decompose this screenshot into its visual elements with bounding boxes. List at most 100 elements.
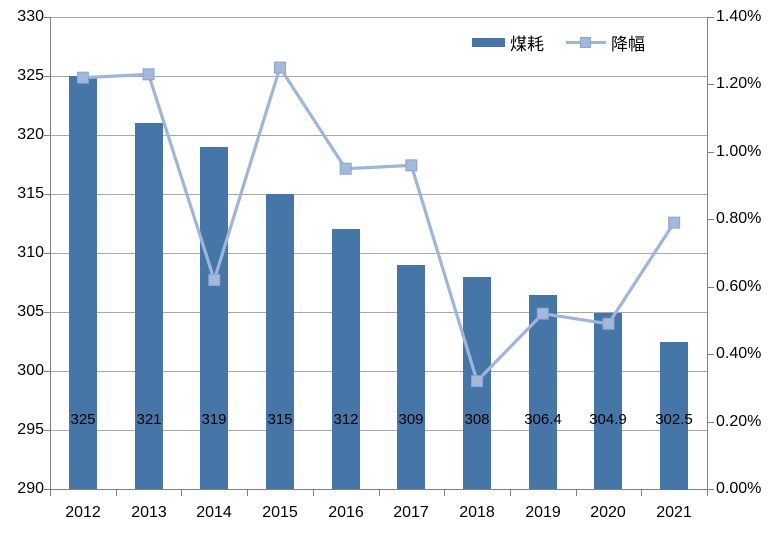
bar-data-label: 309: [398, 411, 424, 428]
x-axis-tick: [247, 489, 248, 496]
line-marker-2017[interactable]: [405, 159, 418, 172]
y-axis-label-left: 320: [17, 126, 44, 143]
y-axis-label-right: 0.00%: [716, 480, 762, 497]
gridline: [50, 253, 707, 254]
line-marker-2018[interactable]: [471, 375, 484, 388]
line-marker-2015[interactable]: [273, 61, 286, 74]
y-axis-label-left: 305: [17, 303, 44, 320]
y-axis-label-right: 1.00%: [716, 143, 762, 160]
bar-2013[interactable]: [135, 123, 163, 489]
x-axis-tick: [313, 489, 314, 496]
line-path[interactable]: [82, 63, 676, 385]
x-axis-tick: [576, 489, 577, 496]
gridline: [50, 312, 707, 313]
line-marker-2014[interactable]: [208, 273, 221, 286]
y-axis-line-right: [707, 17, 708, 489]
x-axis-tick: [641, 489, 642, 496]
bar-2015[interactable]: [266, 194, 294, 489]
x-axis-label: 2015: [262, 504, 298, 521]
gridline: [50, 371, 707, 372]
legend-label-decrease: 降幅: [611, 35, 645, 54]
y-axis-tick-left: [44, 135, 51, 136]
y-axis-label-right: 0.40%: [716, 345, 762, 362]
gridline: [50, 17, 707, 18]
y-axis-tick-left: [44, 253, 51, 254]
x-axis-label: 2016: [328, 504, 364, 521]
bar-data-label: 302.5: [655, 411, 693, 428]
gridline: [50, 430, 707, 431]
bar-data-label: 315: [267, 411, 293, 428]
bar-data-label: 304.9: [589, 411, 627, 428]
bar-series-swatch-icon: [472, 38, 505, 47]
bar-data-label: 306.4: [524, 411, 562, 428]
x-axis-label: 2014: [196, 504, 232, 521]
x-axis-label: 2012: [65, 504, 101, 521]
bar-2016[interactable]: [332, 229, 360, 489]
x-axis-label: 2019: [525, 504, 561, 521]
y-axis-label-left: 325: [17, 67, 44, 84]
y-axis-tick-left: [44, 76, 51, 77]
y-axis-tick-left: [44, 489, 51, 490]
bar-data-label: 321: [136, 411, 162, 428]
y-axis-tick-right: [707, 17, 714, 18]
x-axis-tick: [181, 489, 182, 496]
y-axis-label-left: 315: [17, 185, 44, 202]
y-axis-tick-right: [707, 84, 714, 85]
y-axis-label-right: 0.20%: [716, 413, 762, 430]
x-axis-tick: [510, 489, 511, 496]
x-axis-label: 2018: [459, 504, 495, 521]
y-axis-label-left: 300: [17, 362, 44, 379]
y-axis-label-right: 1.40%: [716, 8, 762, 25]
y-axis-label-right: 0.60%: [716, 278, 762, 295]
y-axis-tick-right: [707, 219, 714, 220]
x-axis-tick: [707, 489, 708, 496]
line-marker-2020[interactable]: [602, 317, 615, 330]
line-marker-2013[interactable]: [142, 68, 155, 81]
y-axis-tick-right: [707, 354, 714, 355]
gridline: [50, 194, 707, 195]
legend: 煤耗 降幅: [472, 30, 645, 55]
bar-2012[interactable]: [69, 76, 97, 489]
gridline: [50, 76, 707, 77]
y-axis-tick-right: [707, 152, 714, 153]
y-axis-tick-left: [44, 17, 51, 18]
y-axis-label-left: 295: [17, 421, 44, 438]
line-marker-2012[interactable]: [76, 71, 89, 84]
legend-item-coal[interactable]: 煤耗: [472, 30, 544, 55]
x-axis-tick: [379, 489, 380, 496]
y-axis-label-right: 1.20%: [716, 75, 762, 92]
y-axis-tick-right: [707, 489, 714, 490]
y-axis-label-left: 330: [17, 8, 44, 25]
gridline: [50, 135, 707, 136]
x-axis-label: 2020: [590, 504, 626, 521]
y-axis-label-left: 290: [17, 480, 44, 497]
bar-data-label: 325: [70, 411, 96, 428]
legend-label-coal: 煤耗: [510, 35, 544, 54]
y-axis-tick-left: [44, 430, 51, 431]
x-axis-line: [44, 489, 708, 490]
bar-data-label: 319: [201, 411, 227, 428]
bar-2019[interactable]: [529, 295, 557, 489]
x-axis-tick: [50, 489, 51, 496]
x-axis-label: 2017: [393, 504, 429, 521]
bar-2014[interactable]: [200, 147, 228, 489]
y-axis-line-left: [50, 17, 51, 495]
bar-2017[interactable]: [397, 265, 425, 489]
x-axis-label: 2021: [656, 504, 692, 521]
x-axis-tick: [444, 489, 445, 496]
line-marker-2016[interactable]: [339, 162, 352, 175]
y-axis-tick-right: [707, 287, 714, 288]
bar-2020[interactable]: [594, 313, 622, 489]
line-series-swatch-icon: [566, 36, 606, 49]
x-axis-label: 2013: [131, 504, 167, 521]
line-marker-2021[interactable]: [668, 216, 681, 229]
line-marker-2019[interactable]: [536, 307, 549, 320]
bar-2021[interactable]: [660, 342, 688, 490]
y-axis-tick-right: [707, 422, 714, 423]
y-axis-tick-left: [44, 194, 51, 195]
legend-item-decrease[interactable]: 降幅: [566, 30, 645, 55]
bar-data-label: 308: [464, 411, 490, 428]
bar-data-label: 312: [333, 411, 359, 428]
